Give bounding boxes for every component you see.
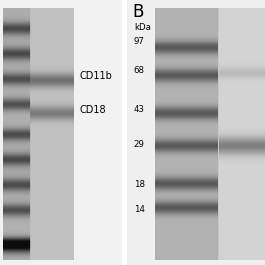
Text: 68: 68 [134, 66, 145, 75]
Text: 29: 29 [134, 140, 145, 149]
Text: CD11b: CD11b [80, 70, 112, 81]
Text: 43: 43 [134, 105, 145, 114]
Text: 18: 18 [134, 180, 145, 189]
Text: B: B [132, 3, 144, 21]
Bar [0, 0, 122, 265]
Text: 97: 97 [134, 37, 145, 46]
Text: CD18: CD18 [80, 105, 106, 115]
Bar [127, 0, 265, 265]
Bar [219, 8, 264, 260]
Text: 14: 14 [134, 205, 145, 214]
Text: kDa: kDa [134, 23, 151, 32]
Bar [3, 8, 73, 260]
Bar [155, 8, 264, 260]
